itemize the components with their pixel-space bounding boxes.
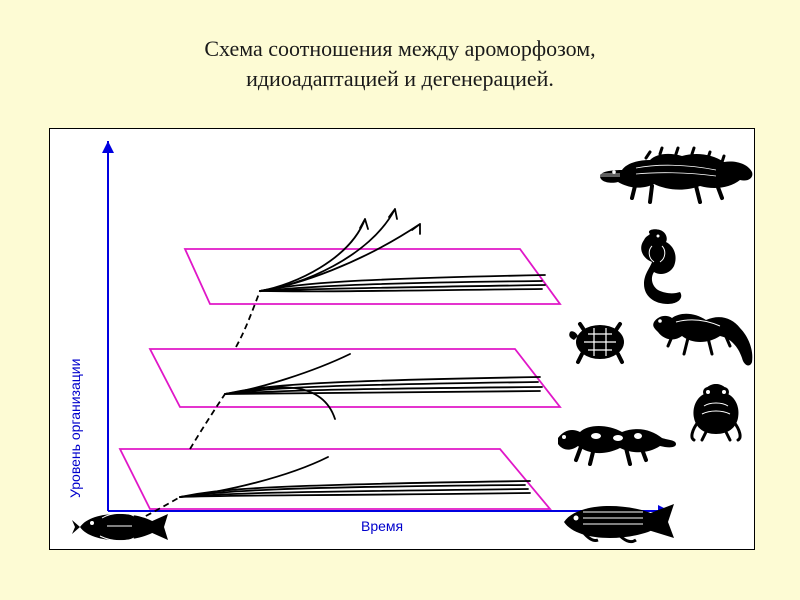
cobra <box>624 228 688 306</box>
lizard <box>646 302 756 370</box>
title-line1: Схема соотношения между ароморфозом, <box>0 34 800 64</box>
slide-title: Схема соотношения между ароморфозом, иди… <box>0 34 800 94</box>
crocodile <box>596 142 756 206</box>
frog <box>684 382 748 442</box>
x-axis-label: Время <box>361 518 403 534</box>
title-line2: идиоадаптацией и дегенерацией. <box>0 64 800 94</box>
salamander <box>548 410 678 466</box>
slide: { "background_color": "#fdfbd4", "title"… <box>0 0 800 600</box>
fish-bottom-right <box>558 494 678 544</box>
y-axis-label: Уровень организации <box>67 359 83 498</box>
fish-bottom-left <box>72 508 172 546</box>
turtle <box>568 316 632 366</box>
